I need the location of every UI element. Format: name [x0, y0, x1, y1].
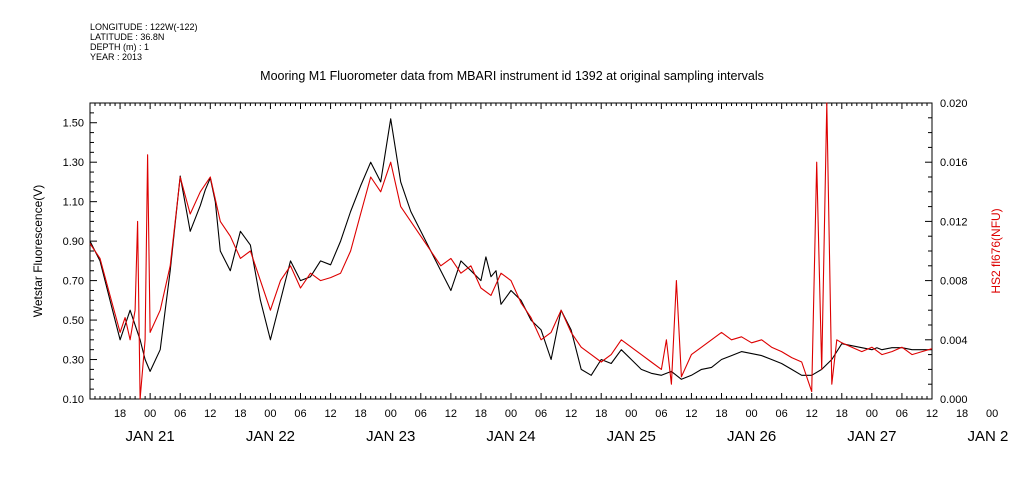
x-tick-label: 12	[324, 408, 336, 420]
y-left-axis-label: Wetstar Fluorescence(V)	[31, 185, 45, 318]
series-line-hs2	[89, 102, 933, 400]
y-tick-labels: 0.10 0.30 0.50 0.70 0.90 1.10 1.30 1.50 0.000 0.0…	[63, 98, 968, 406]
meta-year: YEAR : 2013	[90, 52, 142, 62]
y-left-tick-label: 0.90	[63, 236, 84, 248]
x-tick-label: 06	[415, 408, 427, 420]
chart-title: Mooring M1 Fluorometer data from MBARI i…	[260, 69, 764, 83]
x-tick-label: 12	[204, 408, 216, 420]
x-tick-label: 18	[355, 408, 367, 420]
x-day-label: JAN 25	[607, 428, 656, 445]
x-tick-label: 00	[385, 408, 397, 420]
x-tick-label: 12	[445, 408, 457, 420]
x-day-label: JAN 24	[486, 428, 535, 445]
y-right-tick-label: 0.012	[940, 216, 968, 228]
x-tick-label: 12	[685, 408, 697, 420]
x-tick-label: 06	[776, 408, 788, 420]
meta-depth: DEPTH (m) : 1	[90, 42, 149, 52]
plot-frame	[89, 102, 933, 400]
meta-longitude: LONGITUDE : 122W(-122)	[90, 22, 198, 32]
x-tick-label: 06	[655, 408, 667, 420]
y-left-tick-label: 0.50	[63, 315, 84, 327]
y-right-tick-label: 0.000	[940, 394, 968, 406]
y-left-tick-label: 0.70	[63, 276, 84, 288]
x-tick-label: 12	[806, 408, 818, 420]
x-tick-label: 18	[836, 408, 848, 420]
x-tick-label: 18	[715, 408, 727, 420]
y-right-axis-label: HS2 fl676(NFU)	[989, 208, 1003, 293]
x-day-label: JAN 23	[366, 428, 415, 445]
x-day-label: JAN 22	[246, 428, 295, 445]
x-tick-label: 00	[264, 408, 276, 420]
y-left-tick-label: 1.10	[63, 197, 84, 209]
x-tick-label: 12	[926, 408, 938, 420]
x-tick-label: 18	[956, 408, 968, 420]
x-tick-labels: 18 00 06 12 18 00 06 12 18 00 06 12 18 00 06 12 18 00 06 12…	[114, 408, 1009, 445]
x-tick-label: 18	[114, 408, 126, 420]
y-left-tick-label: 0.10	[63, 394, 84, 406]
x-day-label: JAN 21	[126, 428, 175, 445]
meta-latitude: LATITUDE : 36.8N	[90, 32, 164, 42]
y-left-tick-label: 1.50	[63, 118, 84, 130]
y-left-tick-label: 1.30	[63, 157, 84, 169]
series-line-wetstar	[89, 118, 932, 380]
x-tick-label: 06	[535, 408, 547, 420]
x-day-label: JAN 26	[727, 428, 776, 445]
tick-marks	[89, 102, 933, 400]
y-right-tick-label: 0.008	[940, 276, 968, 288]
x-tick-label: 18	[595, 408, 607, 420]
x-tick-label: 06	[294, 408, 306, 420]
x-tick-label: 00	[505, 408, 517, 420]
y-left-tick-label: 0.30	[63, 355, 84, 367]
metadata-block: LONGITUDE : 122W(-122) LATITUDE : 36.8N …	[90, 22, 198, 62]
x-tick-label: 06	[174, 408, 186, 420]
x-tick-label: 00	[625, 408, 637, 420]
y-right-tick-label: 0.016	[940, 157, 968, 169]
x-tick-label: 00	[866, 408, 878, 420]
x-tick-label: 06	[896, 408, 908, 420]
x-day-label: JAN 28	[968, 428, 1009, 445]
x-tick-label: 00	[144, 408, 156, 420]
y-right-tick-label: 0.020	[940, 98, 968, 110]
x-day-label: JAN 27	[847, 428, 896, 445]
y-right-tick-label: 0.004	[940, 335, 968, 347]
series-group	[89, 102, 933, 400]
x-tick-label: 00	[745, 408, 757, 420]
x-tick-label: 18	[234, 408, 246, 420]
x-tick-label: 00	[986, 408, 998, 420]
x-tick-label: 18	[475, 408, 487, 420]
x-tick-label: 12	[565, 408, 577, 420]
